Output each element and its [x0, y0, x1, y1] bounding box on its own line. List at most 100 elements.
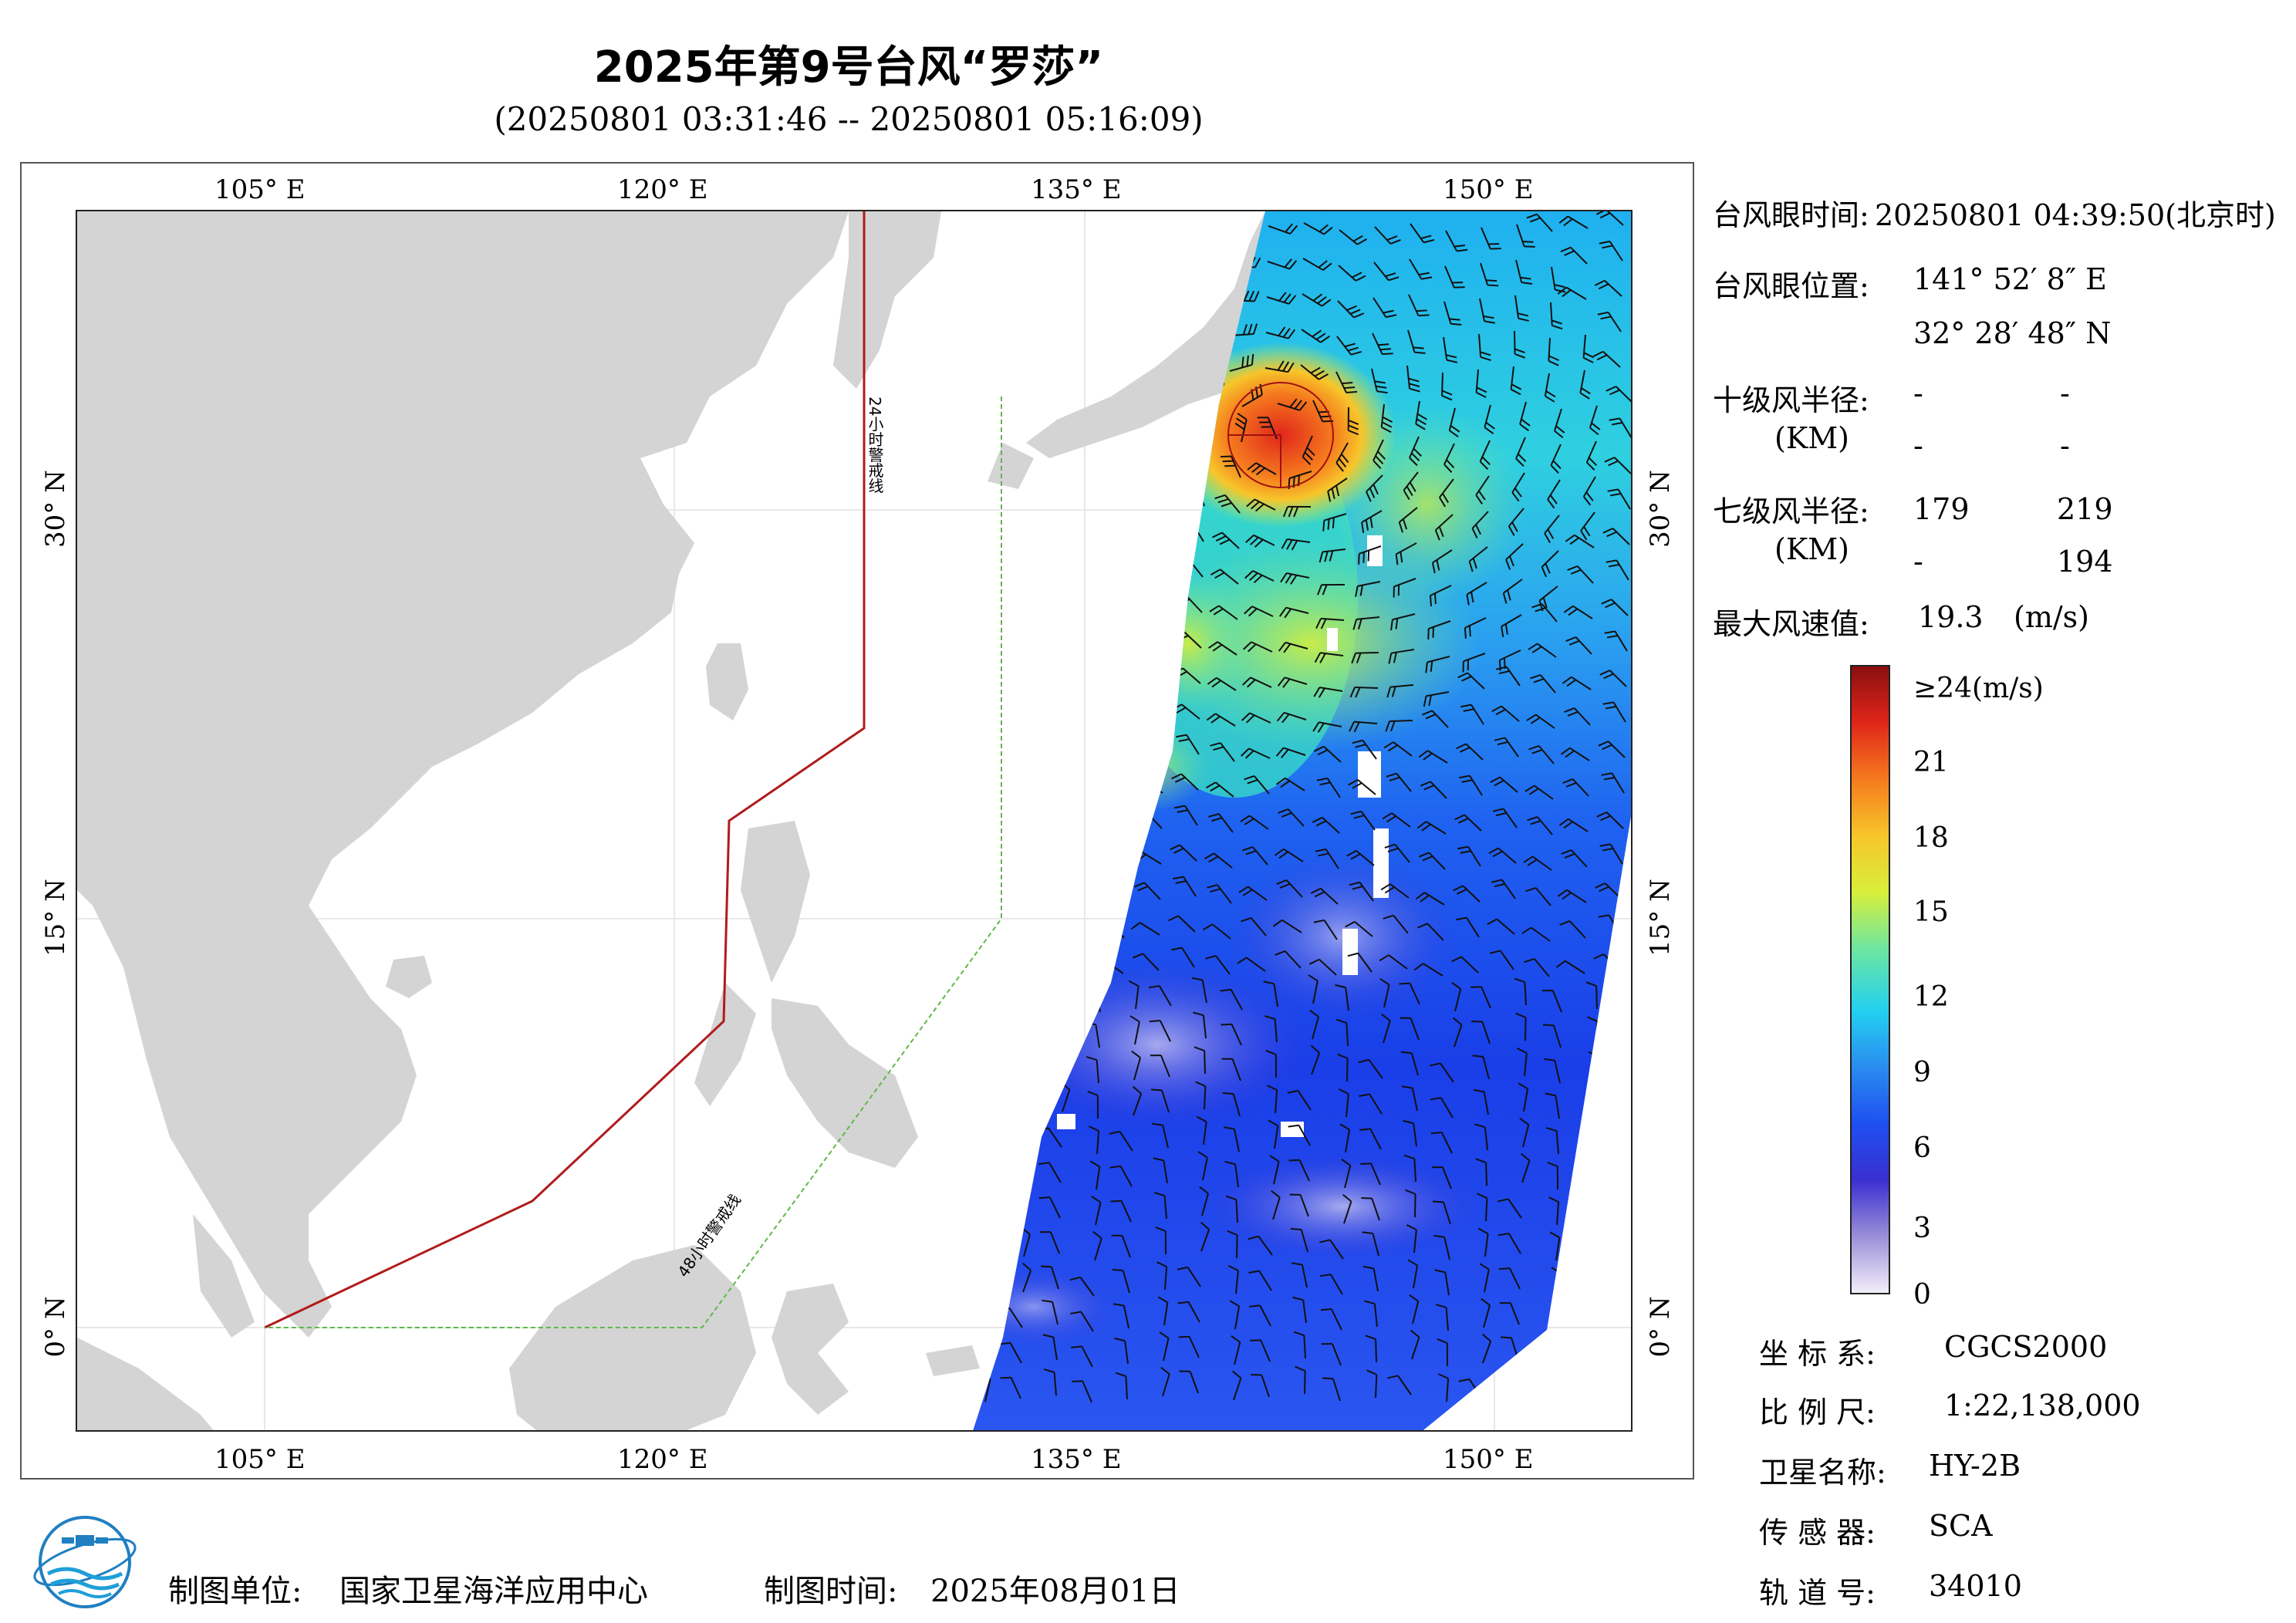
wind-barb-feather	[1383, 914, 1394, 919]
wind-barb-feather	[1589, 427, 1599, 436]
wind-barb-shaft	[1354, 687, 1379, 689]
wind-barb-feather	[1064, 886, 1075, 892]
wind-barb-feather	[1059, 1046, 1069, 1054]
wind-barb-shaft	[1606, 211, 1624, 226]
wind-barb-feather	[1194, 448, 1205, 454]
wind-barb-feather	[1137, 886, 1149, 892]
wind-barb-feather	[1588, 457, 1598, 467]
wind-barb-feather	[1485, 421, 1495, 430]
wind-barb-feather	[1032, 807, 1043, 812]
wind-barb-feather	[1191, 977, 1203, 981]
wind-barb-feather	[1210, 888, 1221, 893]
wind-barb-shaft	[1252, 846, 1268, 865]
wind-barb-feather	[1599, 212, 1611, 219]
wind-barb-feather	[1602, 744, 1612, 751]
wind-barb-feather	[1355, 585, 1359, 597]
wind-barb-feather	[1214, 494, 1226, 500]
wind-barb-shaft	[1253, 534, 1275, 546]
wind-barb-shaft	[1393, 741, 1413, 757]
wind-barb-shaft	[1427, 750, 1448, 764]
wind-barb-shaft	[1370, 1163, 1381, 1186]
wind-barb-feather	[1545, 1127, 1557, 1132]
wind-barb-feather	[1561, 849, 1572, 855]
wind-barb-feather	[1215, 535, 1227, 542]
wind-barb-feather	[1231, 1335, 1241, 1343]
wind-barb-shaft	[1431, 710, 1449, 728]
r10-label: 十级风半径:	[1713, 383, 1869, 417]
colorbar-tick-18: 18	[1913, 822, 1949, 854]
wind-barb-feather	[1352, 782, 1362, 789]
wind-barb-feather	[994, 742, 1006, 749]
wind-barb-feather	[1248, 1270, 1260, 1274]
wind-barb-shaft	[1095, 1024, 1100, 1048]
wind-barb-feather	[1126, 453, 1137, 460]
wind-barb-shaft	[1163, 1160, 1168, 1184]
wind-barb-shaft	[1329, 1239, 1344, 1260]
wind-barb-shaft	[1221, 531, 1240, 549]
wind-barb-feather	[1413, 346, 1424, 349]
wind-barb-feather	[1254, 503, 1264, 512]
wind-barb-feather	[1357, 618, 1362, 630]
wind-barb-feather	[1101, 778, 1113, 783]
wind-barb-feather	[1409, 383, 1420, 387]
wind-barb-feather	[1508, 525, 1515, 536]
wind-barb-feather	[1337, 1053, 1349, 1059]
map-canvas[interactable]: 24小时警戒线 48小时警戒线	[76, 210, 1633, 1432]
wind-barb-feather	[1475, 524, 1481, 535]
r7-value-2: 219	[2057, 492, 2113, 526]
wind-barb-feather	[1552, 1301, 1562, 1311]
wind-barb-shaft	[1105, 889, 1126, 903]
wind-barb-feather	[1375, 455, 1384, 465]
wind-barb-shaft	[1186, 734, 1200, 755]
wind-barb-shaft	[1524, 1017, 1527, 1041]
wind-barb-feather	[1511, 388, 1521, 396]
wind-barb-feather	[1251, 464, 1261, 474]
wind-barb-shaft	[1297, 1090, 1312, 1111]
wind-barb-feather	[1566, 679, 1576, 687]
wind-barb-shaft	[1372, 1233, 1379, 1257]
wind-barb-feather	[1558, 818, 1569, 826]
wind-barb-shaft	[1550, 302, 1553, 326]
warning-line-24h	[264, 211, 866, 1329]
wind-barb-feather	[1479, 1263, 1490, 1270]
colorbar	[1850, 665, 1890, 1294]
typhoon-wind-radius[interactable]	[1227, 382, 1334, 488]
wind-barb-feather	[1560, 747, 1571, 755]
lat-label-right-30: 30° N	[1645, 470, 1676, 548]
wind-barb-feather	[1612, 1228, 1624, 1233]
wind-barb-feather	[1070, 1311, 1082, 1315]
wind-barb-shaft	[972, 891, 984, 906]
wind-barb-feather	[1362, 552, 1365, 563]
wind-barb-feather	[1102, 384, 1110, 394]
wind-barb-feather	[1244, 570, 1254, 579]
wind-barb-shaft	[1284, 711, 1307, 720]
wind-barb-feather	[978, 1302, 989, 1308]
wind-barb-feather	[1335, 485, 1340, 497]
wind-barb-feather	[1314, 652, 1322, 663]
wind-barb-feather	[1349, 687, 1356, 698]
wind-barb-shaft	[1188, 1336, 1200, 1358]
wind-barb-feather	[1603, 777, 1616, 781]
wind-barb-feather	[997, 817, 1008, 823]
wind-barb-shaft	[1025, 1091, 1028, 1115]
wind-barb-feather	[1517, 453, 1527, 463]
wind-barb-feather	[1416, 309, 1427, 312]
wind-barb-shaft	[1312, 980, 1319, 1004]
wind-barb-feather	[1481, 1333, 1491, 1342]
wind-barb-feather	[1056, 976, 1068, 984]
wind-barb-feather	[1155, 1227, 1167, 1232]
wind-barb-feather	[1092, 455, 1102, 463]
wind-barb-shaft	[1396, 542, 1417, 555]
wind-barb-feather	[1196, 1115, 1207, 1123]
wind-barb-shaft	[1482, 1341, 1492, 1364]
wind-barb-shaft	[1357, 581, 1381, 587]
wind-barb-feather	[1583, 356, 1594, 363]
wind-barb-feather	[1602, 528, 1613, 534]
wind-barb-feather	[1377, 450, 1386, 461]
wind-barb-shaft	[1524, 1053, 1528, 1077]
wind-barb-feather	[1344, 386, 1356, 390]
wind-barb-shaft	[1146, 740, 1164, 758]
wind-barb-feather	[1314, 891, 1325, 898]
wind-barb-shaft	[1248, 747, 1271, 759]
wind-barb-shaft	[1469, 775, 1483, 796]
